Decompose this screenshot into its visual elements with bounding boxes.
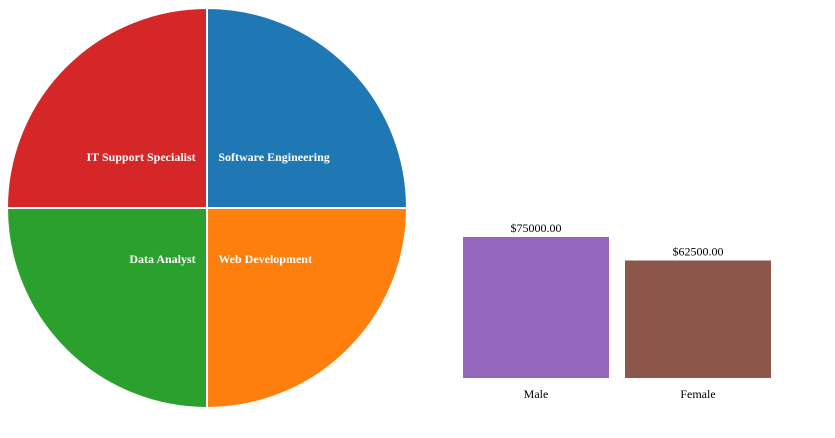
bar-category-label-female: Female xyxy=(680,387,715,401)
pie-slices xyxy=(5,6,409,410)
pie-slice-data-analyst xyxy=(5,207,208,410)
bars xyxy=(463,237,771,378)
bar-value-label-male: $75000.00 xyxy=(511,221,562,235)
bar-male xyxy=(463,237,609,378)
bar-category-labels: Male Female xyxy=(524,387,716,401)
pie-slice-web-development xyxy=(206,207,409,410)
pie-label-software-engineering: Software Engineering xyxy=(218,150,329,164)
pie-label-data-analyst: Data Analyst xyxy=(129,252,195,266)
bar-chart: $75000.00 $62500.00 Male Female xyxy=(463,221,771,401)
bar-female xyxy=(625,260,771,378)
pie-slice-software-engineering xyxy=(206,6,409,209)
bar-value-labels: $75000.00 $62500.00 xyxy=(511,221,724,259)
bar-category-label-male: Male xyxy=(524,387,549,401)
pie-labels: Software Engineering Web Development Data … xyxy=(87,150,330,266)
bar-value-label-female: $62500.00 xyxy=(673,245,724,259)
pie-label-web-development: Web Development xyxy=(218,252,312,266)
pie-chart: Software Engineering Web Development Data … xyxy=(5,6,409,410)
pie-slice-it-support-specialist xyxy=(5,6,208,209)
pie-label-it-support-specialist: IT Support Specialist xyxy=(87,150,196,164)
